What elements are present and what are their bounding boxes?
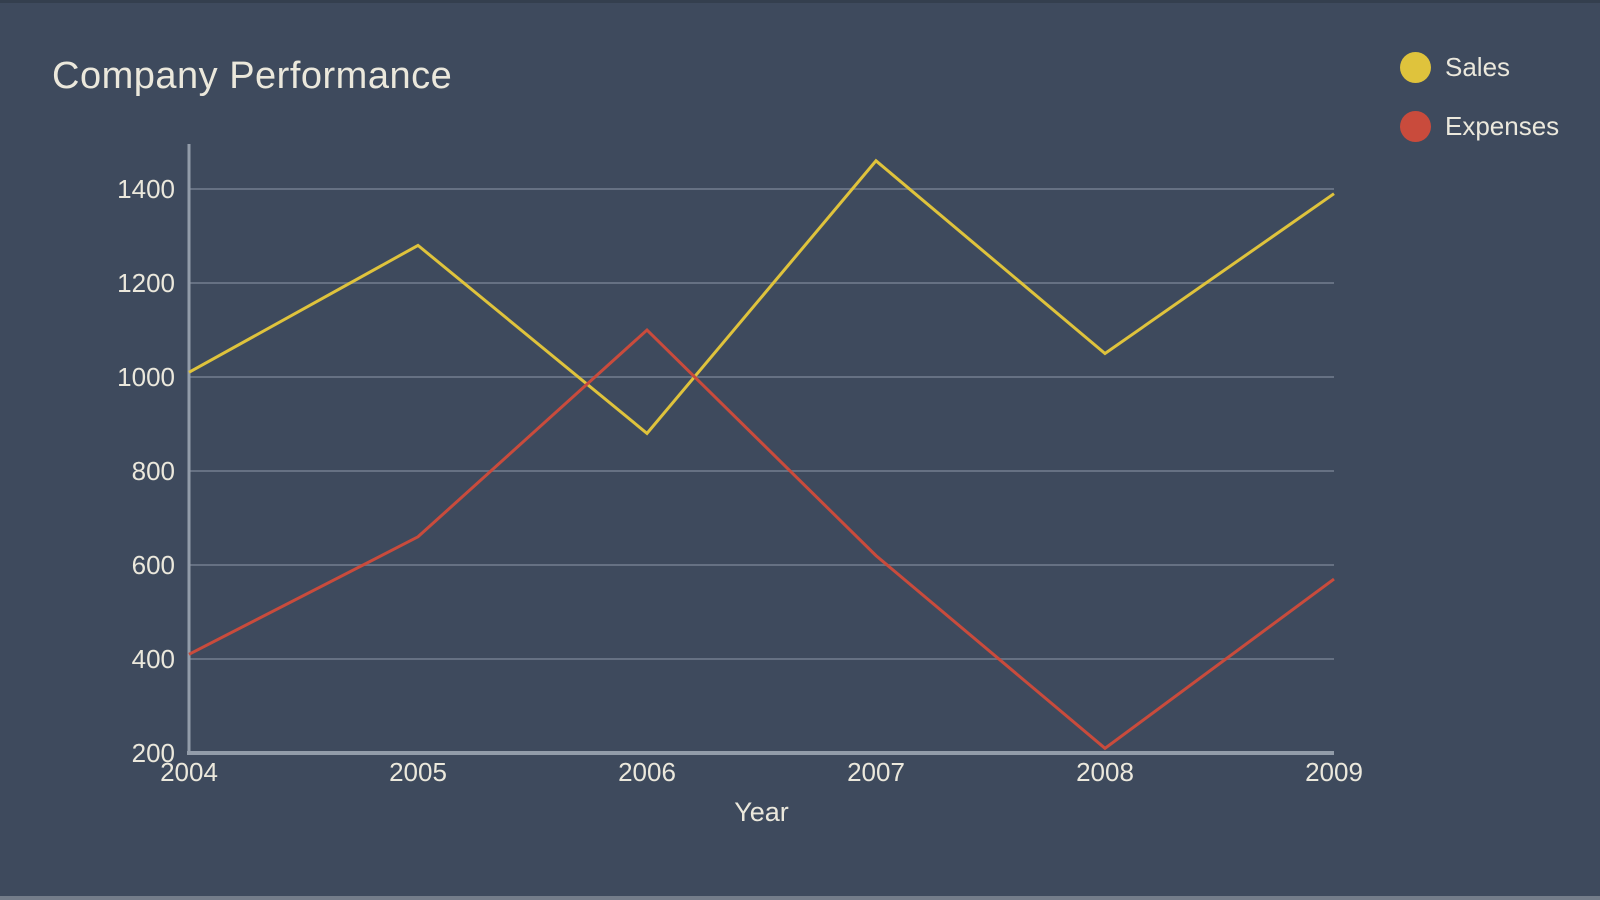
window-top-edge [0,0,1600,3]
y-tick-label-200: 200 [132,738,175,768]
x-axis-title: Year [734,797,789,827]
series-line-expenses [188,327,1335,751]
y-tick-label-1000: 1000 [117,362,175,392]
x-tick-label-2007: 2007 [847,757,905,787]
x-tick-label-2008: 2008 [1076,757,1134,787]
y-tick-label-400: 400 [132,644,175,674]
y-tick-label-600: 600 [132,550,175,580]
x-tick-label-2005: 2005 [389,757,447,787]
y-tick-label-1400: 1400 [117,174,175,204]
series-line-sales [188,158,1335,436]
x-tick-label-2006: 2006 [618,757,676,787]
legend-label-expenses: Expenses [1445,111,1560,141]
y-tick-label-800: 800 [132,456,175,486]
expenses-series-swatch-icon [1400,111,1431,142]
sales-series-swatch-icon [1400,52,1431,83]
legend-item-expenses: Expenses [1400,111,1559,142]
legend: Sales Expenses [1400,52,1559,142]
chart-title: Company Performance [52,55,453,97]
legend-label-sales: Sales [1445,52,1511,82]
window-bottom-edge [0,896,1600,900]
y-tick-label-1200: 1200 [117,268,175,298]
legend-item-sales: Sales [1400,52,1559,83]
x-tick-label-2009: 2009 [1305,757,1363,787]
x-tick-label-2004: 2004 [160,757,218,787]
